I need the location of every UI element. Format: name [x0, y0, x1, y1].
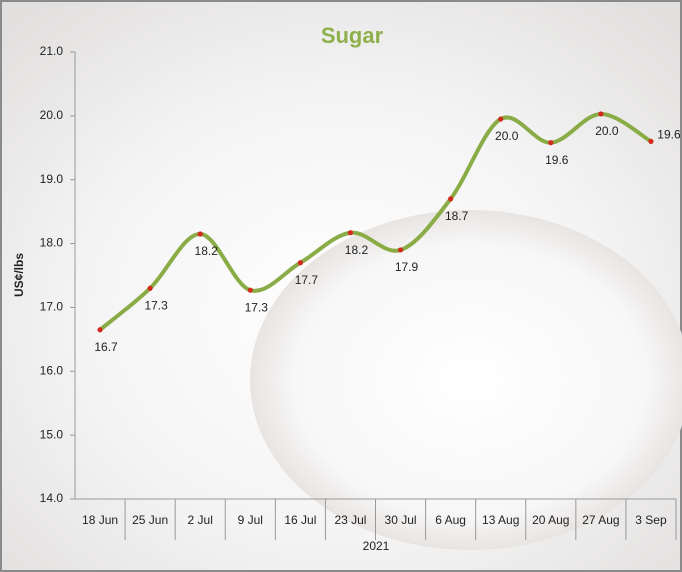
data-label: 20.0 [495, 129, 519, 143]
y-tick-label: 14.0 [40, 491, 64, 505]
chart-title: Sugar [321, 23, 384, 48]
marker [97, 327, 103, 333]
y-tick-label: 16.0 [40, 363, 64, 377]
y-tick-label: 20.0 [40, 108, 64, 122]
marker [397, 247, 404, 253]
data-label: 19.6 [545, 153, 569, 167]
marker [548, 140, 554, 146]
y-tick-label: 15.0 [40, 427, 64, 441]
x-tick-label: 9 Jul [238, 513, 263, 527]
x-tick-label: 18 Jun [82, 513, 118, 527]
data-label: 18.2 [345, 243, 369, 257]
data-label: 16.7 [94, 340, 118, 354]
x-axis-label: 2021 [363, 539, 390, 553]
x-tick-label: 6 Aug [435, 513, 466, 527]
marker [448, 196, 454, 202]
x-tick-label: 20 Aug [532, 513, 569, 527]
background-decor [250, 210, 682, 550]
x-tick-label: 3 Sep [635, 513, 667, 527]
x-tick-label: 27 Aug [582, 513, 619, 527]
marker [247, 287, 253, 293]
x-tick-label: 13 Aug [482, 513, 519, 527]
data-label: 18.2 [195, 244, 219, 258]
marker [147, 285, 153, 291]
data-label: 17.3 [144, 298, 168, 312]
marker [347, 230, 354, 236]
y-axis-label: US¢/lbs [12, 253, 26, 297]
data-label: 19.6 [657, 128, 681, 142]
data-label: 17.3 [245, 300, 269, 314]
marker [498, 116, 504, 122]
marker [648, 138, 654, 144]
marker [297, 260, 303, 266]
data-label: 20.0 [595, 124, 619, 138]
y-tick-label: 21.0 [40, 44, 64, 58]
y-tick-label: 17.0 [40, 300, 64, 314]
y-tick-label: 19.0 [40, 172, 64, 186]
y-tick-label: 18.0 [40, 236, 64, 250]
marker [197, 231, 203, 237]
x-tick-label: 2 Jul [188, 513, 213, 527]
marker [598, 111, 604, 117]
x-tick-label: 16 Jul [284, 513, 316, 527]
x-tick-label: 23 Jul [334, 513, 366, 527]
data-label: 18.7 [445, 209, 469, 223]
x-tick-label: 30 Jul [385, 513, 417, 527]
data-label: 17.9 [395, 260, 419, 274]
x-tick-label: 25 Jun [132, 513, 168, 527]
data-label: 17.7 [295, 273, 319, 287]
